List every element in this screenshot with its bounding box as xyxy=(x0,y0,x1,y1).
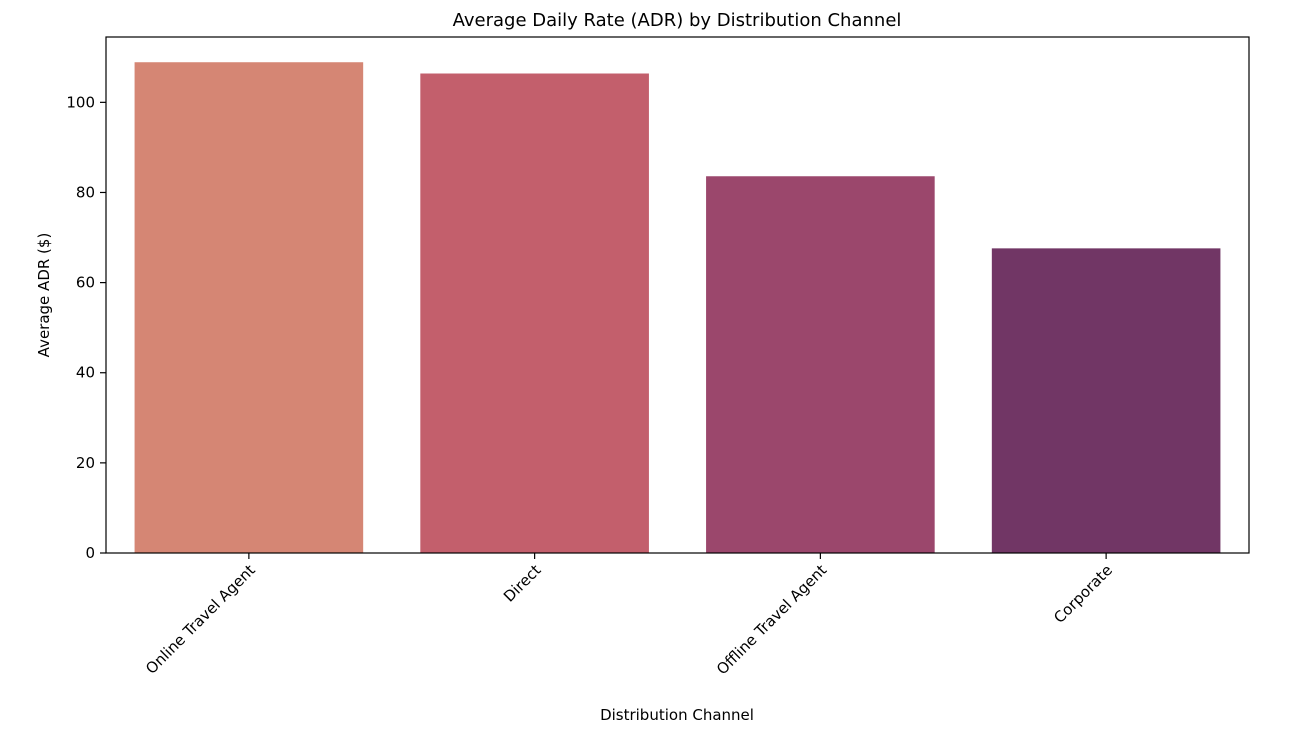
bar-online-travel-agent xyxy=(134,62,364,553)
chart-title: Average Daily Rate (ADR) by Distribution… xyxy=(453,10,902,31)
x-axis-label: Distribution Channel xyxy=(600,706,754,724)
y-tick-label: 100 xyxy=(66,93,95,111)
y-tick-label: 60 xyxy=(76,274,95,292)
x-tick-label: Direct xyxy=(500,561,545,606)
x-tick-label: Online Travel Agent xyxy=(142,561,259,678)
x-tick-label: Offline Travel Agent xyxy=(713,561,830,678)
y-tick-label: 40 xyxy=(76,364,95,382)
axes-frame xyxy=(105,36,1250,554)
y-tick-label: 0 xyxy=(85,544,95,562)
plot-area: 0 20 40 60 80 100 Online Travel Agent Direct Off… xyxy=(66,36,1250,678)
y-axis-label: Average ADR ($) xyxy=(35,233,53,358)
x-tick-label: Corporate xyxy=(1050,561,1116,627)
bar-direct xyxy=(420,73,649,554)
bar-corporate xyxy=(991,248,1221,553)
y-tick-label: 20 xyxy=(76,454,95,472)
y-tick-label: 80 xyxy=(76,183,95,201)
bar-offline-travel-agent xyxy=(706,176,935,554)
